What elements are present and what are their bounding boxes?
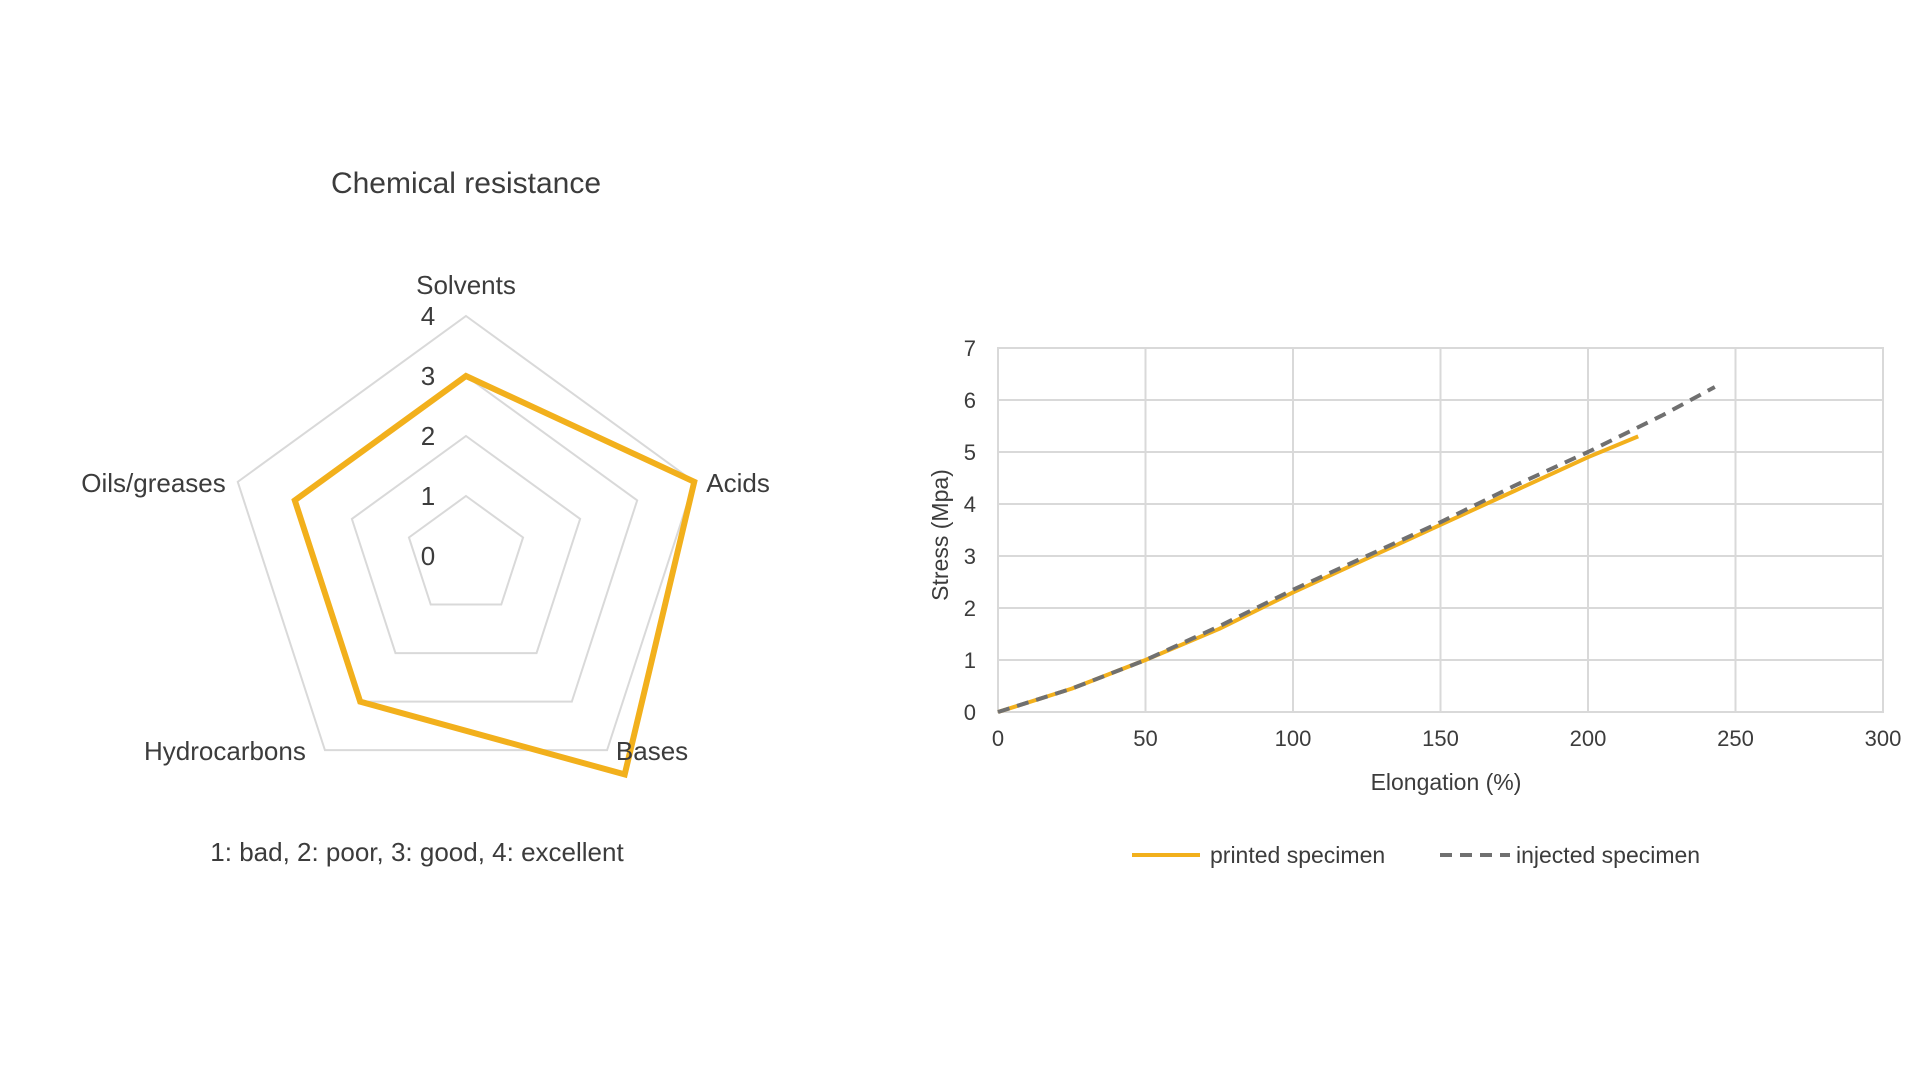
radar-category-label: Acids	[706, 468, 770, 498]
y-tick-label: 3	[964, 544, 976, 569]
legend-label-injected: injected specimen	[1516, 842, 1700, 868]
radar-scale-tick: 3	[421, 361, 435, 391]
radar-scale-tick: 1	[421, 481, 435, 511]
radar-series-polygon	[291, 372, 698, 779]
x-tick-labels: 0 50 100 150 200 250 300	[992, 726, 1901, 751]
y-tick-labels: 0 1 2 3 4 5 6 7	[964, 336, 976, 725]
radar-scale-labels: 0 1 2 3 4	[421, 301, 435, 571]
legend: printed specimen injected specimen	[1132, 842, 1700, 868]
plot-series	[997, 385, 1716, 714]
x-tick-label: 200	[1570, 726, 1607, 751]
radar-category-label: Solvents	[416, 270, 516, 300]
radar-series	[291, 372, 698, 779]
series-line-injected	[997, 385, 1716, 714]
y-tick-label: 4	[964, 492, 976, 517]
radar-category-label: Hydrocarbons	[144, 736, 306, 766]
radar-scale-tick: 2	[421, 421, 435, 451]
y-tick-label: 6	[964, 388, 976, 413]
radar-grid-ring	[350, 434, 582, 655]
y-tick-label: 2	[964, 596, 976, 621]
y-axis-title: Stress (Mpa)	[927, 469, 953, 601]
radar-scale-tick: 4	[421, 301, 435, 331]
y-tick-label: 0	[964, 700, 976, 725]
radar-grid	[236, 314, 696, 752]
x-tick-label: 250	[1717, 726, 1754, 751]
radar-rating-note: 1: bad, 2: poor, 3: good, 4: excellent	[210, 837, 624, 867]
y-tick-label: 5	[964, 440, 976, 465]
x-tick-label: 50	[1133, 726, 1157, 751]
series-line-printed	[997, 434, 1639, 714]
radar-title: Chemical resistance	[331, 167, 601, 200]
radar-scale-tick: 0	[421, 541, 435, 571]
x-axis-title: Elongation (%)	[1371, 769, 1522, 795]
plot-grid	[997, 347, 1884, 713]
radar-grid-ring	[236, 314, 696, 752]
x-tick-label: 0	[992, 726, 1004, 751]
radar-category-labels: Solvents Acids Bases Hydrocarbons Oils/greas…	[81, 270, 770, 766]
plot-area	[997, 347, 1884, 713]
x-tick-label: 100	[1275, 726, 1312, 751]
y-tick-label: 7	[964, 336, 976, 361]
y-tick-label: 1	[964, 648, 976, 673]
x-tick-label: 300	[1865, 726, 1902, 751]
radar-grid-ring	[407, 494, 525, 606]
x-tick-label: 150	[1422, 726, 1459, 751]
legend-label-printed: printed specimen	[1210, 842, 1385, 868]
radar-chart: Chemical resistance 0 1 2 3 4 Solvents Acids B…	[81, 167, 770, 867]
radar-category-label: Oils/greases	[81, 468, 226, 498]
stress-strain-chart: 0 50 100 150 200 250 300 0 1 2 3 4 5 6 7 Elongation (…	[927, 336, 1901, 868]
radar-category-label: Bases	[616, 736, 688, 766]
